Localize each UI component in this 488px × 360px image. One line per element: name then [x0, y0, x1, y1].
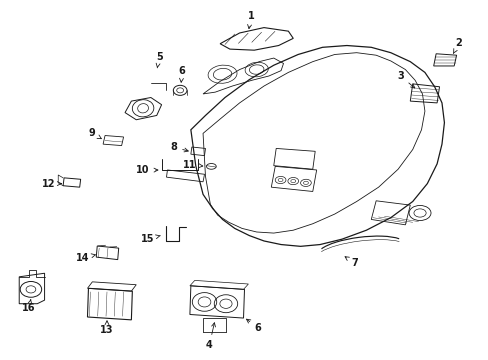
Text: 8: 8	[170, 142, 188, 152]
Text: 2: 2	[452, 38, 462, 53]
Text: 13: 13	[100, 321, 114, 335]
Text: 7: 7	[345, 257, 357, 268]
Text: 3: 3	[396, 71, 414, 88]
Text: 6: 6	[246, 319, 261, 333]
Text: 15: 15	[141, 234, 160, 244]
Text: 1: 1	[247, 11, 254, 28]
Text: 6: 6	[178, 66, 185, 82]
Text: 16: 16	[22, 300, 36, 313]
Text: 10: 10	[136, 165, 158, 175]
Text: 4: 4	[205, 323, 215, 350]
Text: 11: 11	[183, 160, 203, 170]
Text: 12: 12	[41, 179, 61, 189]
Text: 9: 9	[89, 129, 101, 139]
Text: 14: 14	[76, 253, 95, 263]
Text: 5: 5	[156, 52, 162, 68]
